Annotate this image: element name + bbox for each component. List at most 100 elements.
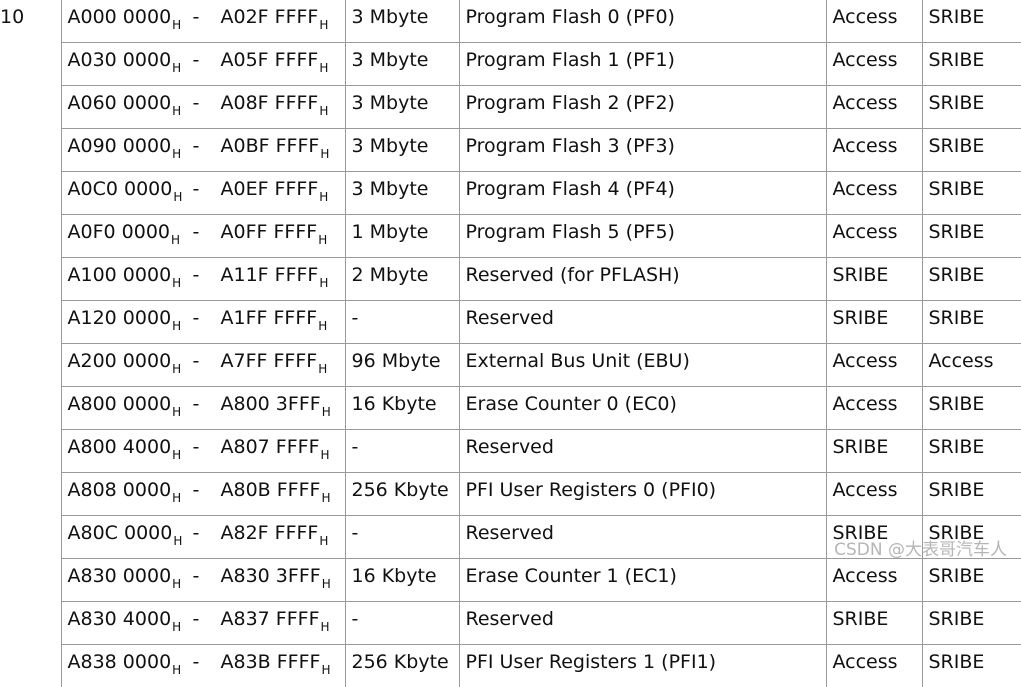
range-start: A80C 0000H bbox=[68, 516, 193, 558]
unit-cell: Erase Counter 1 (EC1) bbox=[459, 559, 826, 602]
range-start-value: A0C0 0000 bbox=[68, 178, 173, 200]
size-cell: 256 Kbyte bbox=[345, 645, 459, 687]
range-dash: - bbox=[193, 172, 221, 206]
range-start-value: A808 0000 bbox=[68, 479, 172, 501]
hex-suffix: H bbox=[320, 147, 329, 161]
range-dash: - bbox=[193, 387, 221, 421]
access-cell: SRIBE bbox=[922, 301, 1021, 344]
range-start-value: A800 4000 bbox=[68, 436, 172, 458]
range-end: A830 3FFFH bbox=[221, 559, 331, 601]
hex-suffix: H bbox=[173, 190, 182, 204]
range-dash: - bbox=[193, 0, 221, 34]
range-start-value: A800 0000 bbox=[68, 393, 172, 415]
range-dash: - bbox=[193, 602, 221, 636]
hex-suffix: H bbox=[319, 104, 328, 118]
access-cell: Access bbox=[826, 0, 922, 43]
address-range-cell: A100 0000H-A11F FFFFH bbox=[61, 258, 345, 301]
range-dash: - bbox=[193, 258, 221, 292]
hex-suffix: H bbox=[318, 319, 327, 333]
address-range-cell: A830 0000H-A830 3FFFH bbox=[61, 559, 345, 602]
range-dash: - bbox=[193, 645, 221, 679]
range-end: A0EF FFFFH bbox=[221, 172, 329, 214]
hex-suffix: H bbox=[321, 663, 330, 677]
range-end: A80B FFFFH bbox=[221, 473, 331, 515]
hex-suffix: H bbox=[172, 61, 181, 75]
range-dash: - bbox=[193, 344, 221, 378]
hex-suffix: H bbox=[172, 491, 181, 505]
unit-cell: PFI User Registers 1 (PFI1) bbox=[459, 645, 826, 687]
unit-cell: Program Flash 4 (PF4) bbox=[459, 172, 826, 215]
segment-cell: 10 bbox=[0, 0, 61, 687]
range-start: A0C0 0000H bbox=[68, 172, 193, 214]
hex-suffix: H bbox=[172, 448, 181, 462]
range-start-value: A838 0000 bbox=[68, 651, 172, 673]
unit-cell: PFI User Registers 0 (PFI0) bbox=[459, 473, 826, 516]
unit-cell: Program Flash 0 (PF0) bbox=[459, 0, 826, 43]
hex-suffix: H bbox=[172, 620, 181, 634]
access-cell: SRIBE bbox=[922, 516, 1021, 559]
range-start-value: A030 0000 bbox=[68, 49, 172, 71]
address-range-cell: A200 0000H-A7FF FFFFH bbox=[61, 344, 345, 387]
unit-cell: Program Flash 1 (PF1) bbox=[459, 43, 826, 86]
access-cell: Access bbox=[826, 473, 922, 516]
range-start: A800 4000H bbox=[68, 430, 193, 472]
range-end: A7FF FFFFH bbox=[221, 344, 328, 386]
address-range-cell: A80C 0000H-A82F FFFFH bbox=[61, 516, 345, 559]
range-end: A02F FFFFH bbox=[221, 0, 329, 42]
access-cell: SRIBE bbox=[826, 430, 922, 473]
range-end: A0FF FFFFH bbox=[221, 215, 328, 257]
access-cell: Access bbox=[826, 172, 922, 215]
range-end: A807 FFFFH bbox=[221, 430, 330, 472]
range-start-value: A200 0000 bbox=[68, 350, 172, 372]
address-range-cell: A838 0000 H -A83B FFFFH bbox=[61, 645, 345, 687]
hex-suffix: H bbox=[172, 577, 181, 591]
address-range-cell: A030 0000H-A05F FFFFH bbox=[61, 43, 345, 86]
hex-suffix: H bbox=[172, 405, 181, 419]
range-end-value: A7FF FFFF bbox=[221, 350, 318, 372]
access-cell: Access bbox=[826, 86, 922, 129]
range-start: A830 4000H bbox=[68, 602, 193, 644]
range-end-value: A02F FFFF bbox=[221, 6, 319, 28]
range-dash: - bbox=[193, 43, 221, 77]
range-start: A808 0000H bbox=[68, 473, 193, 515]
hex-suffix: H bbox=[319, 190, 328, 204]
access-cell: Access bbox=[826, 215, 922, 258]
range-start: A100 0000H bbox=[68, 258, 193, 300]
access-cell: SRIBE bbox=[826, 258, 922, 301]
range-start: A800 0000H bbox=[68, 387, 193, 429]
range-dash: - bbox=[193, 473, 221, 507]
hex-suffix: H bbox=[172, 147, 181, 161]
range-end-value: A82F FFFF bbox=[221, 522, 319, 544]
size-cell: 3 Mbyte bbox=[345, 129, 459, 172]
unit-cell: Erase Counter 0 (EC0) bbox=[459, 387, 826, 430]
access-cell: SRIBE bbox=[922, 430, 1021, 473]
range-end: A83B FFFFH bbox=[221, 645, 331, 687]
unit-cell: Reserved (for PFLASH) bbox=[459, 258, 826, 301]
size-cell: 3 Mbyte bbox=[345, 172, 459, 215]
range-end-value: A08F FFFF bbox=[221, 92, 319, 114]
access-cell: Access bbox=[826, 559, 922, 602]
access-cell: SRIBE bbox=[922, 172, 1021, 215]
range-start-value: A100 0000 bbox=[68, 264, 172, 286]
range-start-value: A000 0000 bbox=[68, 6, 172, 28]
unit-cell: External Bus Unit (EBU) bbox=[459, 344, 826, 387]
range-end-value: A807 FFFF bbox=[221, 436, 320, 458]
hex-suffix: H bbox=[319, 276, 328, 290]
access-cell: SRIBE bbox=[826, 602, 922, 645]
range-start-value: A090 0000 bbox=[68, 135, 172, 157]
range-start: A0F0 0000H bbox=[68, 215, 193, 257]
range-end-value: A830 3FFF bbox=[221, 565, 321, 587]
access-cell: Access bbox=[826, 645, 922, 687]
access-cell: SRIBE bbox=[922, 43, 1021, 86]
